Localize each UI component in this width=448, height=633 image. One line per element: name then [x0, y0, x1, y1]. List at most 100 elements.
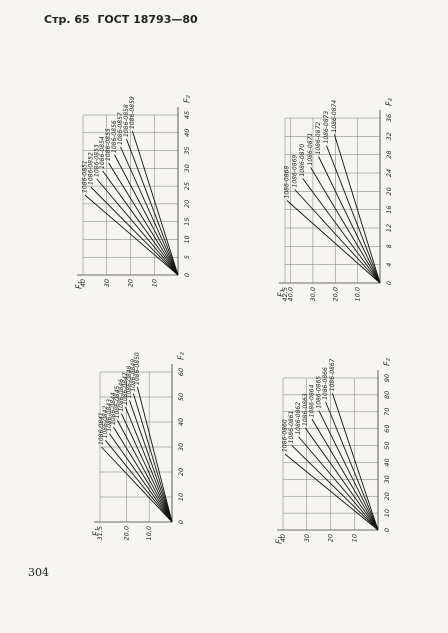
figure: 010203040506010,020,031,5F₂F₁1086-084110…	[92, 351, 186, 540]
x-tick-label: 45	[183, 111, 191, 119]
y-axis-label: F₁	[277, 289, 286, 297]
curve-line	[284, 453, 379, 531]
curve-label: 1086-0850	[134, 352, 141, 385]
standard: ГОСТ 18793—80	[97, 13, 198, 26]
x-axis-label: F₂	[385, 97, 394, 106]
curve-line	[137, 386, 173, 523]
y-axis-label: F₁	[75, 281, 84, 289]
y-tick-label: 30	[103, 279, 111, 287]
y-tick-label: 40,0	[287, 287, 295, 301]
figure: 05101520253035404510203040F₂F₁1086-08511…	[75, 94, 192, 289]
x-tick-label: 4	[385, 263, 393, 267]
y-tick-label: 10	[350, 534, 358, 542]
x-tick-label: 36	[385, 114, 393, 122]
curve-label: 1086-0874	[331, 100, 338, 133]
x-tick-label: 20	[177, 468, 185, 476]
curve-line	[129, 400, 173, 523]
x-tick-label: 0	[383, 528, 391, 532]
x-tick-label: 60	[177, 368, 185, 376]
curve-label: 1086-0868	[283, 166, 290, 199]
page-label: Стр. 65	[44, 13, 90, 26]
curve-label: 1086-0860	[281, 419, 288, 452]
curve-label: 1086-0845	[114, 385, 121, 418]
curve-label: 1086-0843	[106, 399, 113, 432]
curve-label: 1086-0866	[322, 367, 329, 400]
curve-line	[117, 420, 173, 523]
curve-line	[121, 413, 173, 523]
x-tick-label: 20	[183, 200, 191, 208]
curve-line	[286, 200, 381, 284]
curve-label: 1086-0859	[129, 96, 136, 129]
x-tick-label: 16	[385, 206, 393, 214]
y-tick-label: 20,0	[122, 526, 130, 540]
curve-label: 1086-0863	[302, 393, 309, 426]
x-tick-label: 30	[177, 443, 185, 451]
curve-line	[126, 138, 179, 276]
x-tick-label: 10	[177, 493, 185, 501]
curve-line	[101, 446, 173, 523]
x-tick-label: 40	[383, 458, 391, 466]
curve-line	[84, 194, 179, 276]
curve-line	[133, 393, 173, 523]
x-tick-label: 80	[383, 391, 391, 399]
curve-label: 1086-0869	[291, 155, 298, 188]
curve-label: 1086-0841	[98, 412, 105, 445]
x-tick-label: 12	[385, 224, 393, 232]
curve-label: 1086-0842	[102, 405, 109, 438]
curve-label: 1086-0871	[307, 133, 314, 166]
y-tick-label: 20	[127, 279, 135, 287]
curve-line	[298, 436, 379, 531]
x-axis-label: F₂	[177, 351, 186, 360]
x-tick-label: 15	[183, 218, 191, 226]
curve-label: 1086-0872	[315, 122, 322, 155]
curve-line	[325, 401, 379, 531]
curve-label: 1086-0847	[122, 372, 129, 405]
figure: 0 10 20 30 40 50 60 70 80 90 10 20 30 40 F₂ F₁ 1086-0860…	[275, 357, 392, 544]
x-tick-label: 30	[383, 475, 391, 483]
curve-label: 1086-0858	[123, 104, 130, 137]
x-tick-label: 70	[383, 408, 391, 416]
curve-line	[96, 178, 179, 276]
x-tick-label: 40	[177, 418, 185, 426]
curve-line	[331, 393, 379, 531]
figure: 0 4 8 12 16 20 24 28 32 36 10,0 20,0 30,0 40,042,5 F₂ F…	[277, 97, 394, 301]
x-tick-label: 28	[385, 151, 393, 159]
curve-label: 1086-0851	[81, 160, 88, 193]
x-tick-label: 5	[183, 255, 191, 259]
x-tick-label: 20	[385, 187, 393, 195]
y-tick-label: 30,0	[309, 287, 317, 301]
x-tick-label: 8	[385, 244, 393, 248]
x-tick-label: 32	[385, 132, 393, 140]
x-axis-label: F₂	[383, 357, 392, 366]
x-tick-label: 0	[183, 273, 191, 277]
x-tick-label: 30	[183, 164, 191, 172]
curve-line	[318, 410, 379, 531]
curve-line	[131, 130, 179, 276]
y-tick-label: 30	[303, 534, 311, 542]
curve-label: 1086-0867	[329, 358, 336, 391]
curve-line	[294, 189, 381, 284]
curve-line	[291, 444, 379, 531]
curve-line	[109, 433, 173, 523]
curve-label: 1086-0862	[295, 402, 302, 435]
curve-label: 1086-0861	[288, 411, 295, 444]
curve-label: 1086-0844	[110, 392, 117, 425]
curve-label: 1086-0846	[118, 379, 125, 412]
curve-line	[311, 419, 379, 531]
curve-line	[120, 146, 179, 276]
curve-line	[114, 154, 179, 276]
y-axis-label: F₁	[275, 536, 284, 544]
curve-line	[108, 162, 179, 276]
curve-line	[102, 170, 179, 276]
x-tick-label: 50	[177, 393, 185, 401]
curve-label: 1086-0870	[299, 144, 306, 177]
curve-line	[304, 427, 379, 531]
curve-label: 1086-0848	[126, 365, 133, 398]
x-axis-label: F₂	[183, 94, 192, 103]
y-axis-label: F₁	[92, 528, 101, 536]
y-tick-label: 40	[279, 534, 287, 542]
curve-label: 1086-0856	[111, 120, 118, 153]
x-tick-label: 20	[383, 492, 391, 500]
x-tick-label: 0	[177, 520, 185, 524]
